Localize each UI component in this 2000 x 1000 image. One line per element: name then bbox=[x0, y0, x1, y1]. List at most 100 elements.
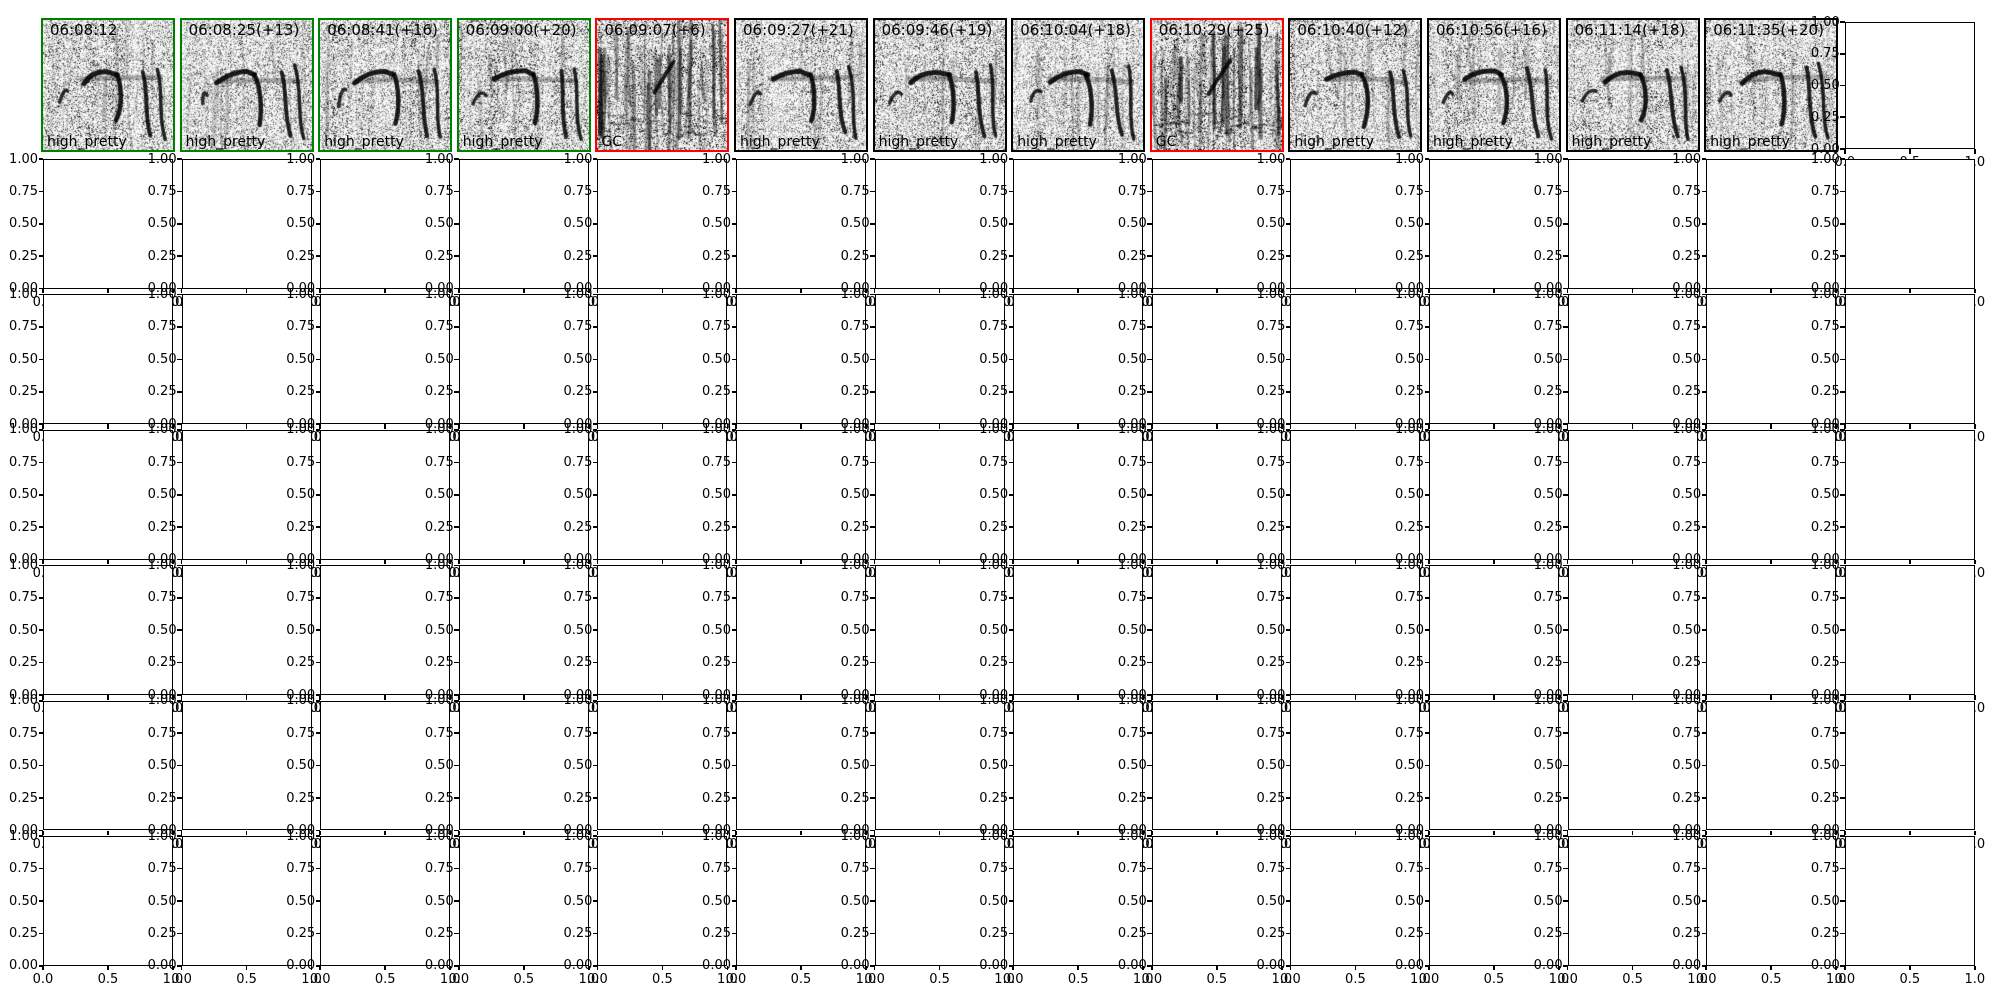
subplot-axis bbox=[181, 429, 312, 560]
x-tick-label: 1.0 bbox=[1271, 971, 1293, 987]
spectrogram-panel: 06:08:41(+16) high_pretty bbox=[318, 18, 453, 152]
y-tick-mark bbox=[38, 287, 43, 290]
subplot-axis bbox=[1429, 836, 1559, 966]
y-tick-mark bbox=[177, 358, 182, 361]
y-tick-label: 1.00 bbox=[9, 422, 38, 438]
y-tick-mark bbox=[1147, 461, 1152, 464]
y-tick-mark bbox=[1701, 390, 1707, 393]
x-tick-mark bbox=[107, 288, 109, 294]
y-tick-mark bbox=[1008, 596, 1014, 599]
y-tick-mark bbox=[1285, 423, 1291, 425]
y-tick-mark bbox=[454, 493, 459, 496]
y-tick-mark bbox=[1147, 326, 1152, 328]
x-tick-mark bbox=[1566, 288, 1569, 294]
y-tick-label: 0.75 bbox=[286, 454, 316, 470]
y-tick-label: 0.00 bbox=[840, 823, 870, 838]
y-tick-mark bbox=[592, 158, 598, 160]
x-tick-mark bbox=[245, 965, 248, 971]
y-tick-label: 1.00 bbox=[1533, 828, 1563, 844]
y-tick-label: 1.00 bbox=[1117, 422, 1147, 438]
spectrogram-image bbox=[1429, 20, 1559, 150]
y-tick-label: 0.00 bbox=[1256, 281, 1286, 297]
y-tick-label: 0.50 bbox=[1533, 758, 1563, 774]
y-tick-label: 0.25 bbox=[147, 926, 177, 942]
x-tick-mark bbox=[873, 288, 876, 294]
y-tick-label: 1.00 bbox=[979, 422, 1009, 438]
y-tick-mark bbox=[1424, 835, 1429, 838]
x-tick-mark bbox=[938, 424, 941, 429]
x-tick-mark bbox=[384, 695, 386, 700]
y-tick-label: 1.00 bbox=[1117, 286, 1147, 302]
y-tick-label: 1.00 bbox=[563, 286, 593, 302]
x-tick-mark bbox=[1003, 695, 1006, 700]
x-tick-mark bbox=[180, 965, 183, 971]
y-tick-label: 1.00 bbox=[286, 422, 316, 438]
y-tick-mark bbox=[1563, 596, 1568, 599]
y-tick-label: 1.00 bbox=[424, 422, 454, 438]
y-tick-label: 0.00 bbox=[1256, 823, 1286, 838]
x-tick-label: 1.0 bbox=[855, 971, 877, 987]
y-tick-mark bbox=[177, 493, 182, 496]
x-tick-mark bbox=[596, 559, 599, 565]
x-tick-mark bbox=[1835, 830, 1837, 835]
subplot-axis bbox=[458, 836, 589, 966]
x-tick-mark bbox=[1428, 559, 1430, 565]
x-tick-mark bbox=[1631, 559, 1634, 565]
x-tick-label: 1.0 bbox=[1548, 971, 1570, 987]
x-tick-mark bbox=[1419, 559, 1422, 565]
y-tick-mark bbox=[315, 661, 321, 664]
y-tick-label: 1.00 bbox=[840, 422, 870, 438]
spectrogram-panel: 06:08:25(+13) high_pretty bbox=[179, 18, 314, 152]
y-tick-mark bbox=[454, 293, 459, 296]
x-tick-mark bbox=[1012, 695, 1014, 700]
x-tick-mark bbox=[726, 695, 729, 700]
x-tick-mark bbox=[180, 695, 183, 700]
x-tick-label: 0.5 bbox=[790, 971, 812, 987]
x-tick-mark bbox=[661, 288, 664, 294]
y-tick-label: 1.00 bbox=[702, 828, 731, 844]
y-tick-mark bbox=[1147, 287, 1152, 290]
x-tick-mark bbox=[1428, 830, 1430, 835]
x-tick-mark bbox=[384, 559, 386, 565]
y-tick-label: 1.00 bbox=[979, 828, 1009, 844]
x-tick-label: 0.0 bbox=[587, 971, 608, 987]
x-tick-mark bbox=[1844, 149, 1846, 154]
y-tick-mark bbox=[870, 190, 875, 193]
panel-class-label: GC bbox=[1155, 134, 1177, 150]
subplot-axis bbox=[320, 700, 451, 831]
y-tick-mark bbox=[870, 694, 875, 696]
y-tick-mark bbox=[454, 732, 459, 735]
x-tick-mark bbox=[588, 424, 590, 429]
y-tick-label: 0.00 bbox=[702, 823, 731, 838]
y-tick-label: 1.00 bbox=[286, 557, 316, 573]
x-tick-mark bbox=[1428, 424, 1430, 429]
x-tick-mark bbox=[1909, 830, 1911, 835]
y-tick-mark bbox=[1147, 255, 1152, 258]
y-tick-mark bbox=[1424, 829, 1429, 832]
y-tick-mark bbox=[1008, 564, 1014, 567]
y-tick-mark bbox=[1424, 764, 1429, 767]
y-tick-mark bbox=[1701, 526, 1707, 528]
subplot-axis bbox=[597, 294, 728, 425]
y-tick-label: 0.50 bbox=[424, 216, 454, 232]
y-tick-label: 0.00 bbox=[1810, 416, 1840, 432]
panel-class-label: high_pretty bbox=[47, 134, 127, 150]
y-tick-label: 0.00 bbox=[979, 416, 1009, 432]
x-tick-mark bbox=[172, 965, 174, 971]
y-tick-mark bbox=[1424, 797, 1429, 799]
y-tick-mark bbox=[592, 358, 598, 361]
y-tick-mark bbox=[592, 700, 598, 702]
y-tick-label: 0.50 bbox=[1256, 216, 1286, 232]
x-tick-mark bbox=[107, 559, 109, 565]
y-tick-mark bbox=[1424, 526, 1429, 528]
y-tick-mark bbox=[592, 764, 598, 767]
y-tick-mark bbox=[1701, 326, 1707, 328]
x-tick-mark bbox=[1631, 424, 1634, 429]
y-tick-mark bbox=[731, 797, 736, 799]
y-tick-label: 0.25 bbox=[1533, 384, 1563, 400]
y-tick-mark bbox=[870, 764, 875, 767]
y-tick-label: 1.00 bbox=[1810, 151, 1840, 167]
y-tick-label: 0.25 bbox=[1117, 926, 1147, 942]
y-tick-mark bbox=[1285, 867, 1291, 870]
subplot-axis bbox=[1567, 836, 1698, 966]
